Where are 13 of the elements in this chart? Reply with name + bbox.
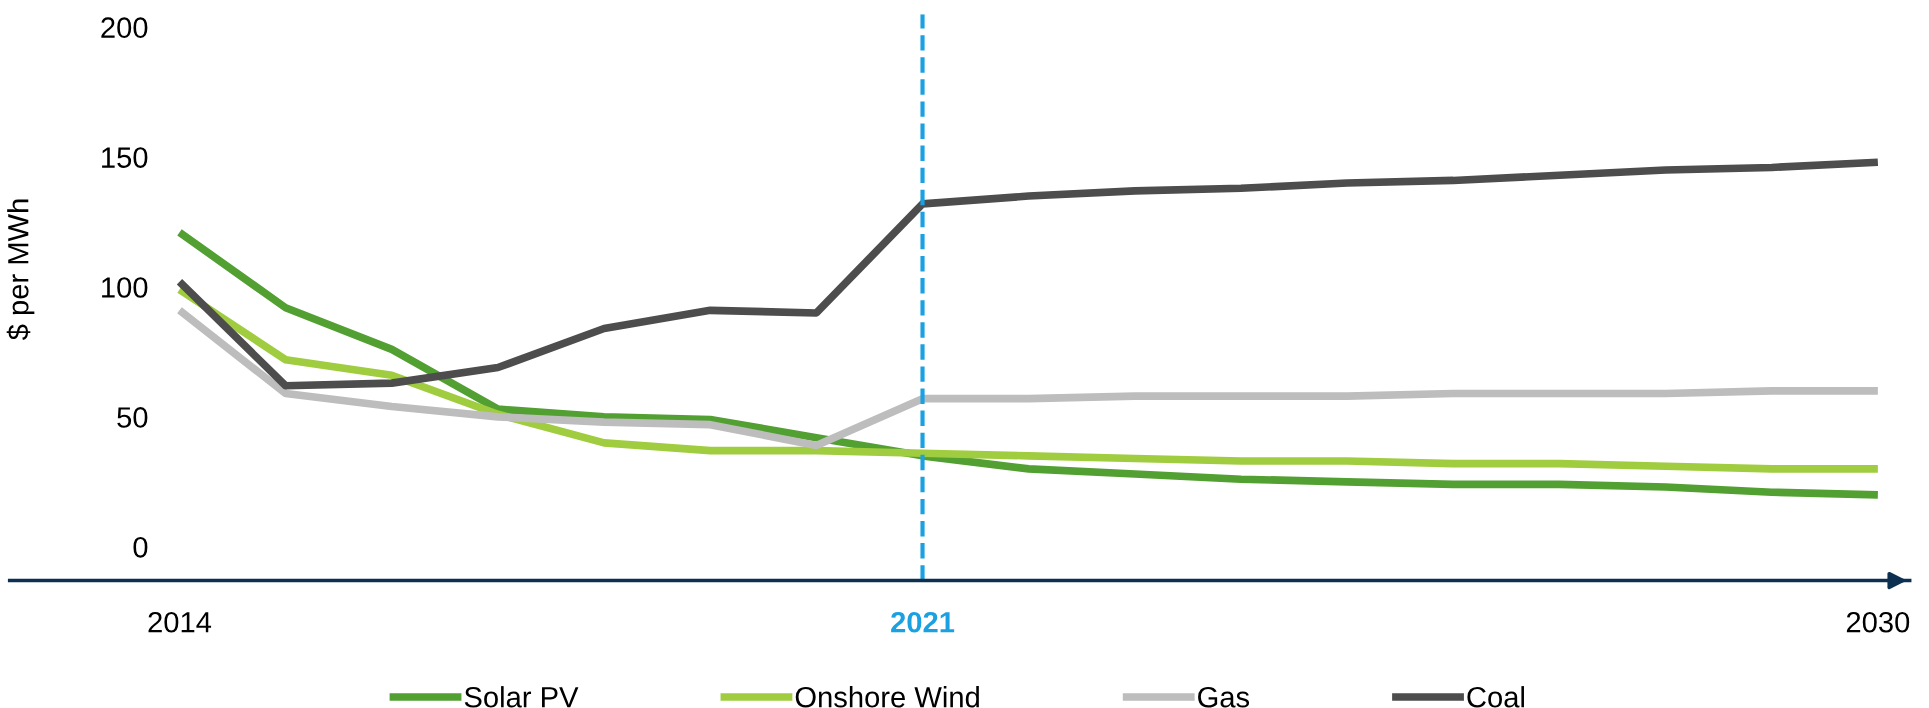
- legend-label: Gas: [1198, 686, 1250, 708]
- y-tick-label: 100: [102, 277, 148, 298]
- legend-label: Solar PV: [464, 686, 579, 708]
- x-tick-label: 2030: [1846, 611, 1910, 633]
- legend-label: Onshore Wind: [795, 686, 979, 708]
- y-tick-label: 50: [117, 407, 148, 428]
- x-tick-label: 2021: [891, 611, 955, 633]
- y-axis-title: $ per MWh: [6, 199, 35, 341]
- y-tick-label: 200: [101, 17, 148, 39]
- y-tick-label: 150: [102, 147, 148, 168]
- y-tick-label: 0: [133, 536, 148, 558]
- x-tick-label: 2014: [148, 611, 212, 633]
- legend-label: Coal: [1467, 686, 1524, 708]
